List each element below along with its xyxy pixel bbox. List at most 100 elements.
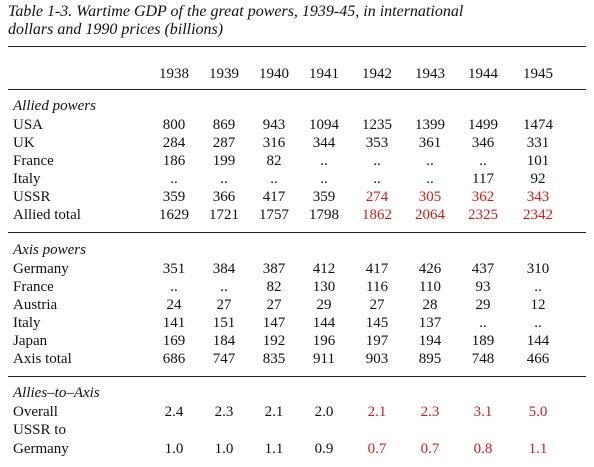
year-header: 1940 — [259, 66, 289, 82]
value-cell-highlight: 2342 — [523, 207, 553, 223]
value-cell: 147 — [262, 315, 286, 331]
value-cell: 29 — [475, 297, 491, 313]
value-cell: 384 — [212, 261, 236, 277]
table-row: Germany 351 384 387 412 417 426 437 310 — [0, 260, 594, 278]
value-cell-highlight: 0.7 — [367, 441, 387, 457]
value-cell: 359 — [312, 189, 336, 205]
value-cell: 387 — [262, 261, 286, 277]
value-cell-highlight: 1862 — [362, 207, 392, 223]
section-title: Allies–to–Axis — [13, 385, 100, 401]
value-cell-highlight: 362 — [471, 189, 495, 205]
value-cell: 1499 — [468, 117, 498, 133]
value-cell: 1094 — [309, 117, 339, 133]
value-cell: 1474 — [523, 117, 553, 133]
value-cell: .. — [426, 153, 434, 169]
value-cell: 895 — [418, 351, 442, 367]
value-cell-highlight: 3.1 — [473, 404, 493, 420]
value-cell: .. — [426, 171, 434, 187]
value-cell-highlight: 0.7 — [420, 441, 440, 457]
table-row: USSR to — [0, 421, 594, 439]
row-label: Japan — [13, 333, 48, 349]
section-rule — [8, 376, 586, 377]
value-cell: 82 — [266, 279, 282, 295]
row-label: USSR — [13, 189, 51, 205]
value-cell: 197 — [365, 333, 389, 349]
value-cell-highlight: 274 — [365, 189, 389, 205]
value-cell: 911 — [313, 351, 335, 367]
value-cell: 189 — [471, 333, 495, 349]
value-cell: 1798 — [309, 207, 339, 223]
section-heading-axis: Axis powers — [0, 241, 594, 259]
header-rule — [8, 89, 586, 90]
value-cell-highlight: 0.8 — [473, 441, 493, 457]
value-cell: 287 — [212, 135, 236, 151]
value-cell: 346 — [471, 135, 495, 151]
section-heading-allied: Allied powers — [0, 97, 594, 115]
value-cell: 1.0 — [214, 441, 234, 457]
value-cell: 437 — [471, 261, 495, 277]
value-cell: 117 — [472, 171, 494, 187]
row-label: France — [13, 153, 54, 169]
value-cell: 1399 — [415, 117, 445, 133]
value-cell: 144 — [526, 333, 550, 349]
year-header: 1944 — [468, 66, 498, 82]
value-cell: 1721 — [209, 207, 239, 223]
value-cell: 192 — [262, 333, 286, 349]
value-cell: 196 — [312, 333, 336, 349]
value-cell: 835 — [262, 351, 286, 367]
year-header: 1945 — [523, 66, 553, 82]
value-cell: 12 — [530, 297, 546, 313]
value-cell-highlight: 2064 — [415, 207, 445, 223]
value-cell: 184 — [212, 333, 236, 349]
value-cell-highlight: 1.1 — [528, 441, 548, 457]
value-cell-highlight: 2.1 — [367, 404, 387, 420]
value-cell: 417 — [262, 189, 286, 205]
value-cell: 82 — [266, 153, 282, 169]
table-row: USA 800 869 943 1094 1235 1399 1499 1474 — [0, 116, 594, 134]
value-cell: .. — [320, 153, 328, 169]
year-header: 1941 — [309, 66, 339, 82]
value-cell: 353 — [365, 135, 389, 151]
year-header: 1938 — [159, 66, 189, 82]
table-row: UK 284 287 316 344 353 361 346 331 — [0, 134, 594, 152]
year-header-row: 1938 1939 1940 1941 1942 1943 1944 1945 — [0, 65, 594, 83]
value-cell: 110 — [419, 279, 441, 295]
table-row: Germany 1.0 1.0 1.1 0.9 0.7 0.7 0.8 1.1 — [0, 440, 594, 458]
year-header: 1942 — [362, 66, 392, 82]
section-rule — [8, 232, 586, 233]
value-cell: 101 — [526, 153, 550, 169]
value-cell-highlight: 2325 — [468, 207, 498, 223]
value-cell: 27 — [369, 297, 385, 313]
table-row: USSR 359 366 417 359 274 305 362 343 — [0, 188, 594, 206]
value-cell-highlight: 343 — [526, 189, 550, 205]
value-cell: 800 — [162, 117, 186, 133]
row-label: USA — [13, 117, 44, 133]
table-row: Italy 141 151 147 144 145 137 .. .. — [0, 314, 594, 332]
value-cell: .. — [534, 279, 542, 295]
value-cell: 359 — [162, 189, 186, 205]
value-cell: 366 — [212, 189, 236, 205]
value-cell: 199 — [212, 153, 236, 169]
value-cell: 169 — [162, 333, 186, 349]
row-label: Italy — [13, 171, 41, 187]
value-cell: .. — [373, 153, 381, 169]
value-cell: 869 — [212, 117, 236, 133]
value-cell: 93 — [475, 279, 491, 295]
value-cell: 310 — [526, 261, 550, 277]
table-row: Allied total 1629 1721 1757 1798 1862 20… — [0, 206, 594, 224]
row-label: Axis total — [13, 351, 72, 367]
year-header: 1943 — [415, 66, 445, 82]
value-cell: 24 — [166, 297, 182, 313]
row-label: Italy — [13, 315, 41, 331]
table-row: Overall 2.4 2.3 2.1 2.0 2.1 2.3 3.1 5.0 — [0, 403, 594, 421]
row-label: France — [13, 279, 54, 295]
value-cell: 417 — [365, 261, 389, 277]
table-row: Japan 169 184 192 196 197 194 189 144 — [0, 332, 594, 350]
value-cell: 137 — [418, 315, 442, 331]
value-cell-highlight: 5.0 — [528, 404, 548, 420]
row-label: Germany — [13, 261, 69, 277]
table-row: France 186 199 82 .. .. .. .. 101 — [0, 152, 594, 170]
value-cell: 943 — [262, 117, 286, 133]
value-cell: .. — [479, 315, 487, 331]
row-label: Austria — [13, 297, 58, 313]
